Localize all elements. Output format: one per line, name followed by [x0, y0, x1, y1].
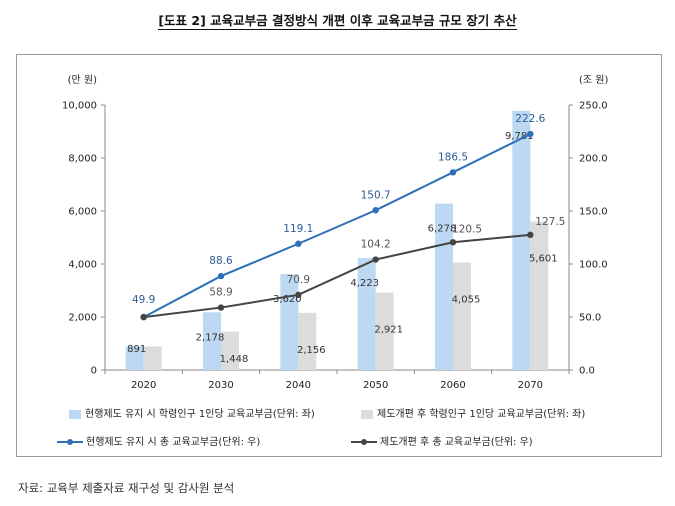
- legend-item-line-reform: 제도개편 후 총 교육교부금(단위: 우): [351, 433, 533, 448]
- bar-reform: [453, 262, 471, 370]
- line-value-label: 58.9: [209, 287, 232, 299]
- line-point-reform: [295, 291, 302, 299]
- bar-value-label: 2,178: [196, 332, 225, 343]
- line-point-current: [217, 272, 225, 280]
- line-point-reform: [372, 256, 379, 263]
- chart-frame: 0 2,000 4,000 6,000 8,000 10,000 (만 원) 0.0 50.0 1…: [16, 54, 662, 457]
- left-tick-label: 8,000: [68, 154, 97, 165]
- bar-current: [280, 274, 299, 370]
- bar-value-label: 891: [127, 344, 146, 355]
- x-tick-label: 2050: [363, 380, 388, 391]
- line-point-current: [295, 240, 302, 247]
- combo-chart: 0 2,000 4,000 6,000 8,000 10,000 (만 원) 0.0 50.0 1…: [62, 74, 608, 391]
- bar-reform: [530, 221, 549, 370]
- line-value-label: 127.5: [535, 216, 565, 228]
- chart-title: [도표 2] 교육교부금 결정방식 개편 이후 교육교부금 규모 장기 추산: [158, 13, 517, 30]
- legend-item-line-current: 현행제도 유지 시 총 교육교부금(단위: 우): [57, 433, 260, 448]
- legend-item-bar-current: 현행제도 유지 시 학령인구 1인당 교육교부금(단위: 좌): [69, 405, 315, 420]
- line-point-reform: [527, 231, 534, 239]
- bar-value-label: 1,448: [220, 354, 249, 365]
- left-tick-label: 4,000: [68, 260, 97, 271]
- right-tick-label: 50.0: [579, 313, 601, 324]
- bar-reform: [375, 292, 394, 370]
- legend-swatch-bar-reform: [361, 409, 373, 419]
- x-tick-label: 2040: [286, 380, 311, 391]
- line-value-label: 88.6: [209, 255, 233, 267]
- bar-value-label: 5,601: [529, 254, 558, 265]
- x-tick-label: 2070: [518, 380, 543, 391]
- x-tick-label: 2030: [208, 380, 233, 391]
- legend-swatch-bar-current: [69, 409, 81, 419]
- left-tick-label: 10,000: [62, 101, 97, 112]
- bar-value-label: 2,921: [374, 325, 403, 336]
- bar-value-label: 9,781: [505, 131, 534, 142]
- bar-current: [203, 312, 221, 370]
- legend-swatch-line-reform: [351, 437, 377, 447]
- line-value-label: 104.2: [361, 239, 391, 251]
- left-tick-label: 0: [91, 366, 97, 377]
- right-tick-label: 100.0: [579, 260, 608, 271]
- bar-reform: [143, 346, 162, 370]
- left-tick-label: 2,000: [68, 313, 97, 324]
- bar-reform: [298, 312, 317, 370]
- bar-value-label: 4,223: [350, 278, 379, 289]
- bar-value-label: 4,055: [452, 295, 481, 306]
- right-tick-label: 200.0: [579, 154, 608, 165]
- line-point-reform: [140, 313, 147, 321]
- legend-swatch-line-current: [57, 437, 83, 447]
- legend-label-bar-current: 현행제도 유지 시 학령인구 1인당 교육교부금(단위: 좌): [85, 409, 315, 420]
- bar-value-label: 3,620: [273, 294, 302, 305]
- line-point-reform: [217, 304, 225, 311]
- line-value-label: 120.5: [452, 223, 482, 235]
- right-tick-label: 150.0: [579, 207, 608, 218]
- legend-label-line-current: 현행제도 유지 시 총 교육교부금(단위: 우): [86, 437, 261, 448]
- bar-current: [357, 258, 376, 370]
- line-value-label: 150.7: [361, 189, 391, 201]
- line-value-label: 222.6: [515, 113, 545, 125]
- source-note: 자료: 교육부 제출자료 재구성 및 감사원 분석: [18, 481, 235, 495]
- line-value-label: 186.5: [438, 151, 468, 163]
- bar-current: [125, 346, 144, 370]
- legend-label-bar-reform: 제도개편 후 학령인구 1인당 교육교부금(단위: 좌): [377, 409, 586, 420]
- line-current: [143, 133, 531, 318]
- x-tick-label: 2020: [131, 380, 156, 391]
- line-value-label: 49.9: [132, 294, 155, 306]
- bar-value-label: 2,156: [297, 345, 326, 356]
- right-tick-label: 0.0: [579, 366, 595, 377]
- legend-item-bar-reform: 제도개편 후 학령인구 1인당 교육교부금(단위: 좌): [361, 405, 585, 420]
- legend-label-line-reform: 제도개편 후 총 교육교부금(단위: 우): [380, 437, 533, 448]
- line-point-current: [372, 207, 379, 214]
- bar-reform: [221, 331, 239, 370]
- line-value-label: 70.9: [287, 274, 310, 286]
- right-axis-unit: (조 원): [579, 74, 608, 86]
- bar-current: [512, 110, 531, 370]
- bar-value-label: 6,278: [428, 224, 457, 235]
- line-point-reform: [449, 239, 457, 246]
- line-point-current: [449, 169, 457, 176]
- x-tick-label: 2060: [440, 380, 465, 391]
- right-tick-label: 250.0: [579, 101, 608, 112]
- left-tick-label: 6,000: [68, 207, 97, 218]
- line-value-label: 119.1: [283, 223, 313, 235]
- line-reform: [143, 233, 531, 319]
- line-point-current: [527, 130, 534, 138]
- left-axis-unit: (만 원): [68, 74, 97, 86]
